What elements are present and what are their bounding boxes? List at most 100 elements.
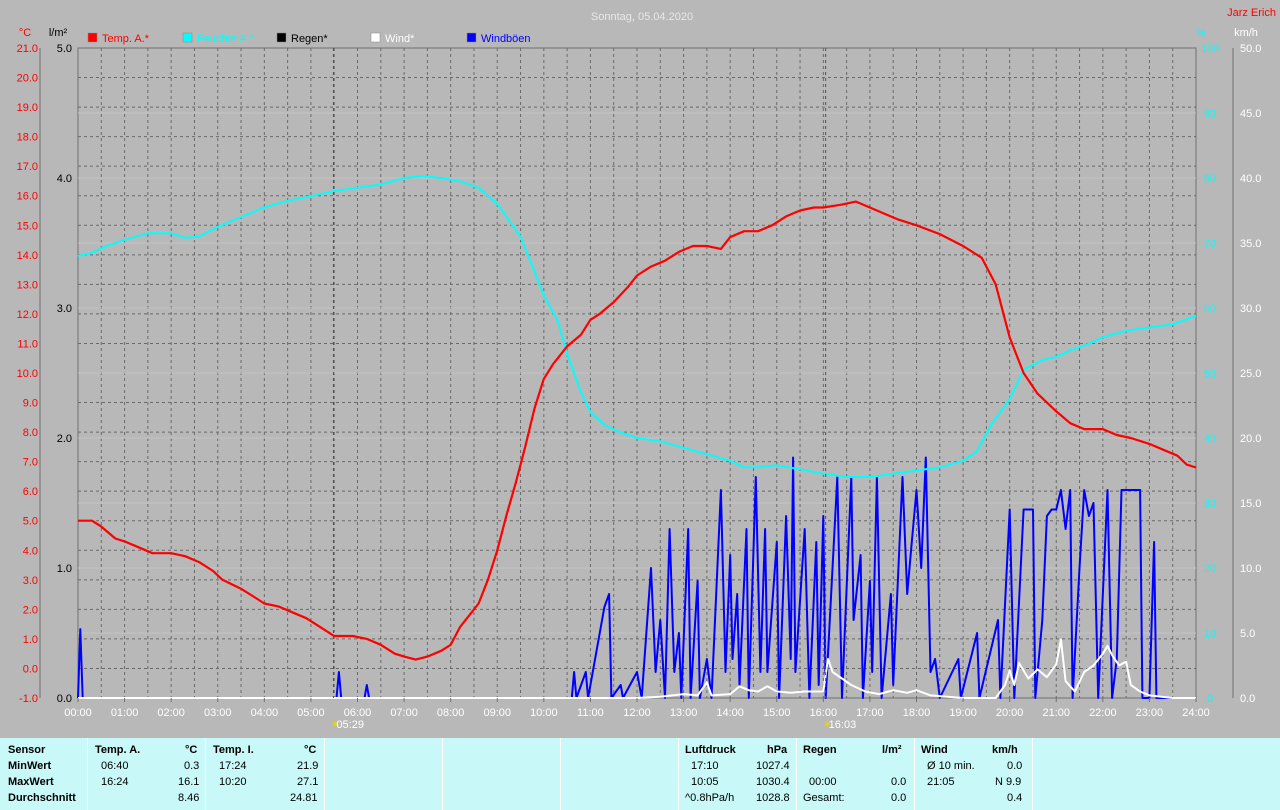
wind-axis-tick: 50.0 (1240, 43, 1261, 55)
temp-axis-tick: 10.0 (17, 368, 38, 380)
time-axis-tick: 21:00 (1042, 707, 1070, 719)
time-axis-tick: 14:00 (716, 707, 744, 719)
wind-avg10-val: 0.0 (1007, 760, 1023, 772)
rain-max-time: 00:00 (809, 776, 837, 788)
wind-axis-tick: 10.0 (1240, 563, 1261, 575)
time-axis-tick: 05:00 (297, 707, 325, 719)
chart-title: Sonntag, 05.04.2020 (591, 11, 693, 23)
sunset-label: 16:03 (829, 719, 857, 731)
wind-axis-tick: 45.0 (1240, 108, 1261, 120)
rain-total-label: Gesamt: (803, 792, 845, 804)
time-axis-tick: 15:00 (763, 707, 791, 719)
temp-a-min-val: 0.3 (184, 760, 200, 772)
humidity-axis-tick: 20 (1204, 563, 1216, 575)
time-axis-tick: 18:00 (903, 707, 931, 719)
time-axis-tick: 10:00 (530, 707, 558, 719)
col-divider (324, 738, 325, 810)
series-line-windben (77, 456, 1196, 699)
time-axis-tick: 20:00 (996, 707, 1024, 719)
humidity-axis-tick: 30 (1204, 498, 1216, 510)
sunrise-label: 05:29 (336, 719, 364, 731)
time-axis-tick: 17:00 (856, 707, 884, 719)
temp-axis-tick: 14.0 (17, 250, 38, 262)
time-axis-tick: 12:00 (623, 707, 651, 719)
time-axis-tick: 11:00 (577, 707, 604, 719)
temp-i-min-val: 21.9 (297, 760, 319, 772)
pressure-unit: hPa (767, 744, 788, 756)
series-line-tempa (78, 200, 1197, 661)
wind-header: Wind (921, 744, 948, 756)
time-axis-tick: 01:00 (111, 707, 139, 719)
stats-table: Sensor MinWert MaxWert Durchschnitt Temp… (0, 738, 1280, 810)
time-axis-tick: 24:00 (1182, 707, 1210, 719)
temp-axis-tick: 1.0 (23, 634, 38, 646)
temp-axis-tick: 15.0 (17, 220, 38, 232)
legend-label: Wind* (385, 33, 415, 45)
temp-axis-tick: 0.0 (23, 663, 38, 675)
humidity-axis-tick: 0 (1207, 693, 1213, 705)
rain-unit-label: l/m² (49, 27, 68, 39)
temp-a-avg-val: 8.46 (178, 792, 200, 804)
temp-axis-tick: 3.0 (23, 575, 38, 587)
humidity-axis-tick: 70 (1204, 238, 1216, 250)
temp-axis-tick: 19.0 (17, 102, 38, 114)
pressure-min-time: 17:10 (691, 760, 719, 772)
wind-max-time: 21:05 (927, 776, 955, 788)
max-label: MaxWert (8, 776, 54, 788)
temp-i-avg-val: 24.81 (290, 792, 318, 804)
temp-i-min-time: 17:24 (219, 760, 247, 772)
col-divider (87, 738, 88, 810)
humidity-axis-tick: 100 (1201, 43, 1219, 55)
time-axis-tick: 23:00 (1136, 707, 1164, 719)
temp-axis-tick: 13.0 (17, 279, 38, 291)
time-axis-tick: 08:00 (437, 707, 465, 719)
col-divider (442, 738, 443, 810)
time-axis-tick: 00:00 (64, 707, 92, 719)
temp-axis-tick: 12.0 (17, 309, 38, 321)
time-axis-tick: 07:00 (390, 707, 418, 719)
time-axis-tick: 19:00 (949, 707, 977, 719)
temp-axis-tick: 5.0 (23, 516, 38, 528)
rain-total-val: 0.0 (891, 792, 907, 804)
temp-axis-tick: 9.0 (23, 398, 38, 410)
time-axis-tick: 02:00 (157, 707, 185, 719)
legend-label: Feuchte A.* (197, 33, 255, 45)
temp-axis-tick: -1.0 (19, 693, 38, 705)
temp-i-max-time: 10:20 (219, 776, 247, 788)
rain-unit: l/m² (882, 744, 902, 756)
legend-swatch (466, 32, 477, 43)
chart-grid (77, 47, 1197, 699)
temp-axis-tick: 18.0 (17, 132, 38, 144)
temp-i-unit: °C (304, 744, 317, 756)
temp-a-unit: °C (185, 744, 198, 756)
humidity-unit-label: % (1196, 27, 1206, 39)
col-divider (1032, 738, 1033, 810)
pressure-max-time: 10:05 (691, 776, 719, 788)
temp-axis-tick: 11.0 (17, 338, 38, 350)
legend-swatch (87, 32, 98, 43)
pressure-max-val: 1030.4 (756, 776, 790, 788)
time-axis-tick: 06:00 (344, 707, 372, 719)
temp-axis-tick: 20.0 (17, 73, 38, 85)
temp-unit-label: °C (19, 27, 31, 39)
col-divider (205, 738, 206, 810)
temp-axis-tick: 7.0 (23, 457, 38, 469)
author-label: Jarz Erich (1227, 7, 1276, 19)
temp-axis-tick: 4.0 (23, 545, 38, 557)
legend-swatch (276, 32, 287, 43)
wind-max-val: N 9.9 (995, 776, 1022, 788)
rain-max-val: 0.0 (891, 776, 907, 788)
wind-axis-tick: 15.0 (1240, 498, 1261, 510)
humidity-axis-tick: 40 (1204, 433, 1216, 445)
temp-axis-tick: 17.0 (17, 161, 38, 173)
legend-label: Windböen (481, 33, 531, 45)
temp-a-max-val: 16.1 (178, 776, 200, 788)
temp-axis-tick: 21.0 (17, 43, 38, 55)
temp-i-header: Temp. I. (213, 744, 254, 756)
wind-axis-tick: 5.0 (1240, 628, 1255, 640)
wind-axis-tick: 20.0 (1240, 433, 1261, 445)
humidity-axis-tick: 90 (1204, 108, 1216, 120)
time-axis-tick: 04:00 (251, 707, 279, 719)
time-axis-tick: 22:00 (1089, 707, 1117, 719)
min-label: MinWert (8, 760, 52, 772)
